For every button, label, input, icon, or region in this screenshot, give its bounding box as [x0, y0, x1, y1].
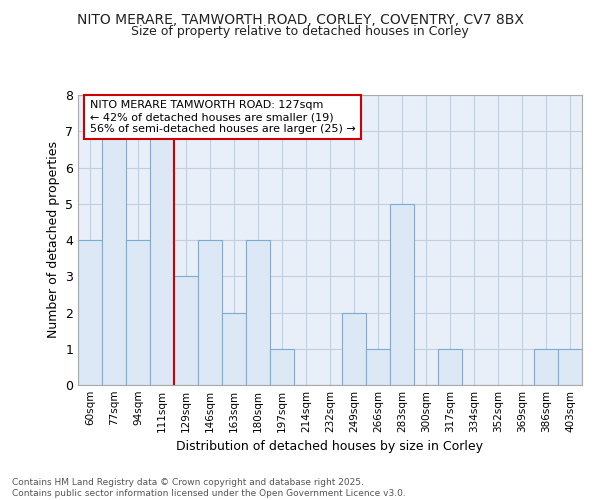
Bar [198, 240, 222, 385]
Bar [126, 240, 150, 385]
Bar [438, 349, 462, 385]
X-axis label: Distribution of detached houses by size in Corley: Distribution of detached houses by size … [176, 440, 484, 454]
Bar [222, 312, 246, 385]
Text: Contains HM Land Registry data © Crown copyright and database right 2025.
Contai: Contains HM Land Registry data © Crown c… [12, 478, 406, 498]
Bar [102, 132, 126, 385]
Bar [534, 349, 558, 385]
Bar [390, 204, 414, 385]
Bar [174, 276, 198, 385]
Text: NITO MERARE, TAMWORTH ROAD, CORLEY, COVENTRY, CV7 8BX: NITO MERARE, TAMWORTH ROAD, CORLEY, COVE… [77, 12, 523, 26]
Text: Size of property relative to detached houses in Corley: Size of property relative to detached ho… [131, 25, 469, 38]
Bar [246, 240, 270, 385]
Bar [558, 349, 582, 385]
Bar [150, 132, 174, 385]
Bar [366, 349, 390, 385]
Text: NITO MERARE TAMWORTH ROAD: 127sqm
← 42% of detached houses are smaller (19)
56% : NITO MERARE TAMWORTH ROAD: 127sqm ← 42% … [90, 100, 356, 134]
Bar [270, 349, 294, 385]
Y-axis label: Number of detached properties: Number of detached properties [47, 142, 59, 338]
Bar [342, 312, 366, 385]
Bar [78, 240, 102, 385]
